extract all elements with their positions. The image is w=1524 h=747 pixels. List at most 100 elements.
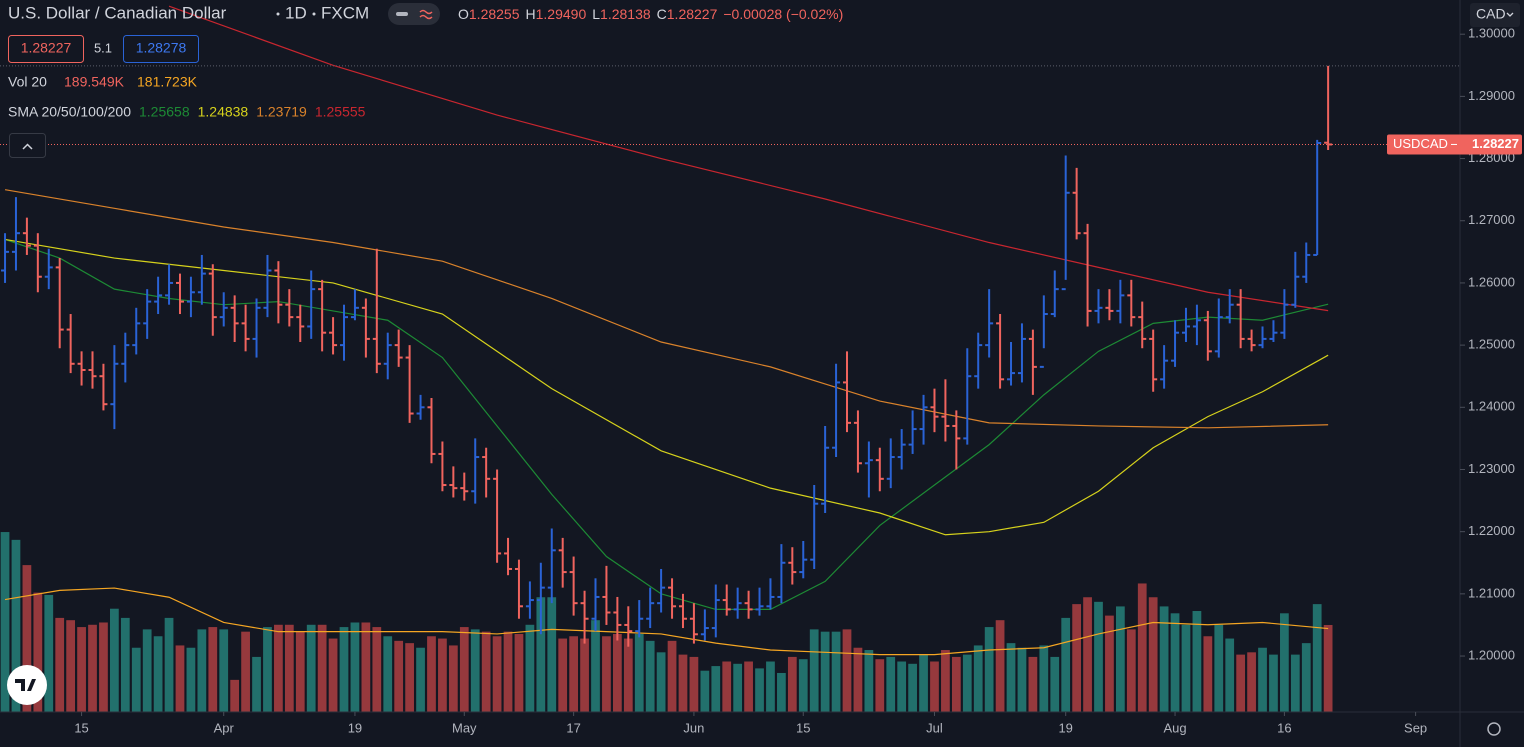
- volume-bar: [197, 629, 207, 712]
- volume-bar: [1170, 613, 1180, 712]
- volume-bar: [1312, 604, 1322, 712]
- volume-bar: [1323, 624, 1333, 712]
- interval: 1D: [285, 3, 307, 22]
- volume-bar: [66, 620, 76, 712]
- volume-bar: [339, 627, 349, 712]
- volume-bar: [470, 629, 480, 712]
- plot-area: [0, 5, 1460, 712]
- volume-bar: [110, 608, 119, 712]
- volume-bar: [1050, 656, 1060, 712]
- volume-bar: [569, 636, 579, 712]
- volume-bar: [1258, 647, 1267, 712]
- buy-button[interactable]: [123, 35, 199, 63]
- volume-bar: [777, 672, 786, 712]
- volume-bar: [962, 654, 972, 712]
- collapse-icon: [22, 143, 33, 150]
- volume-legend-name: Vol 20: [8, 74, 47, 90]
- volume-bar: [831, 631, 841, 712]
- volume-bar: [1061, 617, 1071, 712]
- volume-ma-line: [4, 587, 1329, 656]
- sma-line: [168, 5, 1329, 312]
- sma-line: [4, 189, 1329, 429]
- volume-bar: [1115, 606, 1125, 712]
- logo-mark: [15, 679, 36, 691]
- volume-bar: [536, 597, 546, 712]
- volume-bar: [886, 656, 896, 712]
- volume-bar: [864, 650, 874, 712]
- settings-icon[interactable]: [1487, 722, 1501, 736]
- volume-bar: [383, 636, 393, 712]
- volume-bar: [558, 638, 568, 712]
- sell-button[interactable]: [8, 35, 84, 63]
- logo[interactable]: [7, 665, 47, 705]
- volume-bar: [219, 629, 229, 712]
- volume-ma-legend-value: 181.723K: [137, 74, 198, 90]
- volume-legend-value: 189.549K: [64, 74, 125, 90]
- volume-bar: [142, 629, 152, 712]
- volume-bar: [842, 629, 852, 712]
- volume-bar: [274, 624, 283, 712]
- volume-bar: [44, 594, 54, 712]
- overlay: U.S. Dollar / Canadian Dollar 1D FXCM O1…: [7, 3, 1520, 736]
- volume-bar: [33, 592, 43, 712]
- x-tick-label: Sep: [1404, 720, 1427, 735]
- y-tick-label: 1.30000: [1468, 26, 1515, 41]
- y-tick-label: 1.23000: [1468, 461, 1515, 476]
- volume-bar: [1028, 656, 1038, 712]
- volume-bar: [492, 636, 502, 712]
- volume-bar: [951, 656, 961, 712]
- y-tick-label: 1.22000: [1468, 523, 1515, 538]
- volume-bar: [1280, 613, 1289, 712]
- volume-bar: [427, 636, 436, 712]
- x-tick-label: 16: [1277, 720, 1291, 735]
- y-tick-label: 1.26000: [1468, 274, 1515, 289]
- x-tick-label: 19: [1058, 720, 1072, 735]
- volume-bar: [186, 647, 196, 712]
- volume-bar: [853, 647, 863, 712]
- volume-bar: [809, 629, 819, 712]
- volume-bar: [908, 663, 917, 712]
- toggle-icon: [419, 9, 433, 20]
- volume-bar: [678, 654, 688, 712]
- volume-bar: [1006, 643, 1016, 712]
- volume-bar: [1083, 597, 1092, 712]
- sma-line: [4, 238, 1329, 536]
- volume-bar: [798, 659, 808, 712]
- currency-button[interactable]: [1470, 3, 1520, 27]
- volume-bar: [263, 627, 272, 712]
- x-tick-label: Jul: [926, 720, 943, 735]
- volume-bar: [131, 647, 141, 712]
- volume-bar: [525, 624, 535, 712]
- toggle-icon: [396, 12, 408, 16]
- y-tick-label: 1.21000: [1468, 585, 1515, 600]
- volume-bar: [645, 640, 655, 712]
- volume-bar: [55, 617, 65, 712]
- volume-bar: [317, 624, 327, 712]
- x-tick-label: Aug: [1163, 720, 1186, 735]
- x-tick-label: 17: [566, 720, 580, 735]
- volume-bar: [252, 656, 261, 712]
- x-tick-label: 19: [348, 720, 362, 735]
- volume-bar: [602, 636, 611, 712]
- volume-bar: [820, 631, 830, 712]
- y-tick-label: 1.24000: [1468, 399, 1515, 414]
- volume-bar: [984, 627, 994, 712]
- volume-bar: [459, 627, 469, 712]
- sma-legend-value: 1.24838: [198, 104, 249, 120]
- ohlc-legend: O1.28255 H1.29490 L1.28138 C1.28227 −0.00028…: [458, 6, 843, 22]
- currency-caret: [1506, 12, 1514, 17]
- volume-bar: [766, 661, 775, 712]
- volume-bar: [230, 679, 240, 712]
- market-toggle[interactable]: [388, 3, 440, 25]
- volume-bar: [88, 624, 97, 712]
- volume-bar: [547, 597, 557, 712]
- volume-bar: [733, 663, 743, 712]
- volume-bar: [689, 656, 699, 712]
- volume-bar: [1203, 636, 1213, 712]
- volume-bar: [941, 650, 950, 712]
- volume-bar: [1159, 606, 1169, 712]
- volume-bar: [295, 631, 305, 712]
- volume-bar: [1017, 647, 1027, 712]
- volume-bar: [875, 659, 885, 712]
